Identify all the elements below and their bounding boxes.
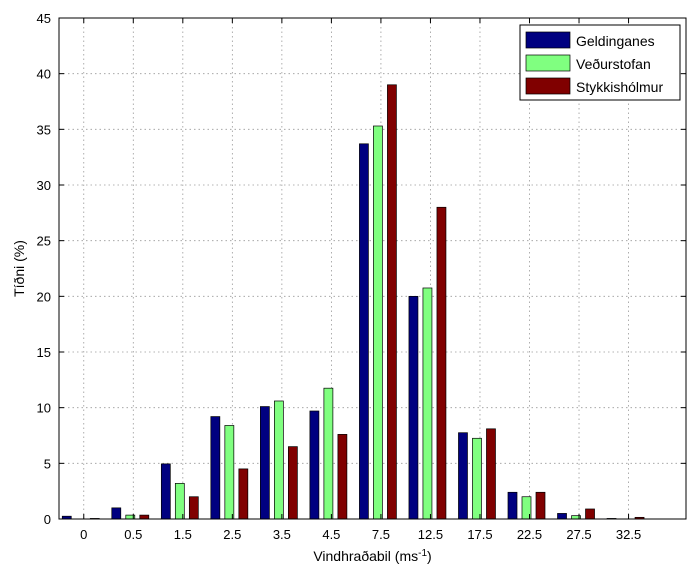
- y-tick-label: 0: [44, 512, 51, 527]
- bar-geldinganes: [309, 410, 320, 520]
- legend-label: Geldinganes: [576, 33, 655, 49]
- bar-geldinganes: [359, 143, 369, 520]
- bar-veðurstofan: [323, 387, 334, 520]
- bar-veðurstofan: [373, 125, 383, 520]
- x-tick-label: 2.5: [223, 527, 241, 542]
- y-tick-label: 40: [37, 67, 51, 82]
- bar-geldinganes: [260, 406, 270, 520]
- bar-geldinganes: [111, 507, 122, 520]
- x-axis-label-superscript: -1: [418, 548, 427, 559]
- x-tick-label: 4.5: [322, 527, 340, 542]
- bar-stykkishólmur: [387, 84, 397, 520]
- bar-stykkishólmur: [139, 514, 150, 520]
- bar-geldinganes: [557, 513, 567, 520]
- bar-geldinganes: [408, 295, 419, 520]
- x-axis-label-end: ): [427, 548, 432, 564]
- x-axis-label-main: Vindhraðabil (ms: [313, 548, 418, 564]
- bars: [61, 84, 645, 520]
- y-tick-label: 15: [37, 345, 51, 360]
- plot-frame: [58, 17, 687, 520]
- x-tick-labels: 0 0.5 1.5 2.5 3.5 4.5 7.5 12.5 17.5 22.5 27.5 32.5: [80, 527, 641, 542]
- x-tick-label: 3.5: [273, 527, 291, 542]
- y-tick-labels: 0 5 10 15 20 25 30 35 40 45: [37, 11, 51, 527]
- x-tick-label: 0: [80, 527, 87, 542]
- x-tick-label: 27.5: [566, 527, 591, 542]
- x-tick-label: 0.5: [124, 527, 142, 542]
- x-tick-label: 22.5: [517, 527, 542, 542]
- y-tick-label: 25: [37, 234, 51, 249]
- y-tick-label: 10: [37, 401, 51, 416]
- bar-veðurstofan: [274, 400, 284, 520]
- y-tick-label: 5: [44, 456, 51, 471]
- y-tick-label: 45: [37, 11, 51, 26]
- legend-swatch: [525, 54, 571, 72]
- x-axis-label: Vindhraðabil (ms-1): [313, 548, 431, 565]
- legend: Geldinganes Veðurstofan Stykkishólmur: [519, 24, 681, 101]
- y-tick-label: 30: [37, 178, 51, 193]
- bar-stykkishólmur: [535, 491, 546, 520]
- legend-label: Stykkishólmur: [576, 79, 663, 95]
- bar-geldinganes: [507, 491, 518, 520]
- x-tick-label: 7.5: [372, 527, 390, 542]
- bar-veðurstofan: [224, 425, 235, 520]
- bar-stykkishólmur: [585, 508, 595, 520]
- bar-veðurstofan: [174, 483, 185, 520]
- y-axis-label: Tíðni (%): [11, 240, 27, 297]
- x-tick-label: 1.5: [174, 527, 192, 542]
- bar-stykkishólmur: [238, 468, 249, 520]
- x-tick-label: 17.5: [467, 527, 492, 542]
- x-tick-label: 12.5: [418, 527, 443, 542]
- legend-label: Veðurstofan: [576, 56, 651, 72]
- y-tick-label: 35: [37, 122, 51, 137]
- legend-swatch: [525, 31, 571, 49]
- bar-geldinganes: [160, 463, 171, 520]
- tick-marks: [59, 17, 686, 520]
- bar-stykkishólmur: [337, 434, 348, 520]
- bar-veðurstofan: [422, 287, 433, 520]
- bar-stykkishólmur: [288, 446, 298, 520]
- bar-veðurstofan: [472, 437, 482, 520]
- y-tick-label: 20: [37, 289, 51, 304]
- bar-stykkishólmur: [436, 206, 447, 520]
- legend-swatch: [525, 77, 571, 95]
- bar-geldinganes: [210, 416, 221, 520]
- bar-stykkishólmur: [486, 428, 496, 520]
- bar-geldinganes: [458, 432, 468, 520]
- bar-stykkishólmur: [188, 496, 199, 520]
- x-tick-label: 32.5: [616, 527, 641, 542]
